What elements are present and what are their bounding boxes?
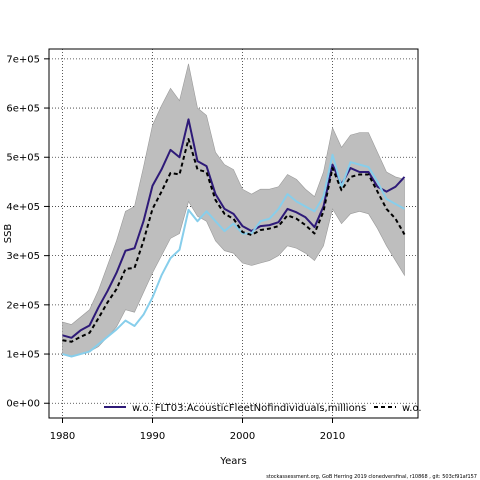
y-tick-label-0: 0e+00 xyxy=(6,399,40,410)
x-axis: 1980 1990 2000 2010 xyxy=(50,418,345,442)
legend-label-series-1: w.o. FLT03:AcousticFleetNofindividuals,m… xyxy=(132,403,366,414)
x-tick-label-3: 2010 xyxy=(320,431,345,442)
series-layer xyxy=(62,118,406,358)
confidence-band xyxy=(62,63,405,357)
y-tick-label-5: 5e+05 xyxy=(6,153,40,164)
y-axis: 0e+00 1e+05 2e+05 3e+05 4e+05 5e+05 6e+05 7e+05 xyxy=(6,54,49,410)
y-tick-label-3: 3e+05 xyxy=(6,251,40,262)
x-axis-title: Years xyxy=(219,456,246,467)
x-tick-label-0: 1980 xyxy=(50,431,75,442)
confidence-band-layer xyxy=(62,63,405,357)
y-tick-label-4: 4e+05 xyxy=(6,202,40,213)
footer-note: stockassessment.org, GoB Herring 2019 cl… xyxy=(266,474,477,480)
legend: w.o. FLT03:AcousticFleetNofindividuals,m… xyxy=(104,403,422,414)
y-tick-label-6: 6e+05 xyxy=(6,104,40,115)
y-tick-label-7: 7e+05 xyxy=(6,54,40,65)
plot-frame xyxy=(48,48,419,419)
series-line-2 xyxy=(62,153,405,358)
legend-label-series-2: w.o. xyxy=(402,403,422,414)
x-tick-label-1: 1990 xyxy=(140,431,165,442)
x-tick-label-2: 2000 xyxy=(230,431,255,442)
series-line-1 xyxy=(62,118,406,339)
y-axis-title: SSB xyxy=(3,224,14,244)
series-line-3 xyxy=(62,138,406,343)
y-tick-label-2: 2e+05 xyxy=(6,300,40,311)
y-tick-label-1: 1e+05 xyxy=(6,350,40,361)
